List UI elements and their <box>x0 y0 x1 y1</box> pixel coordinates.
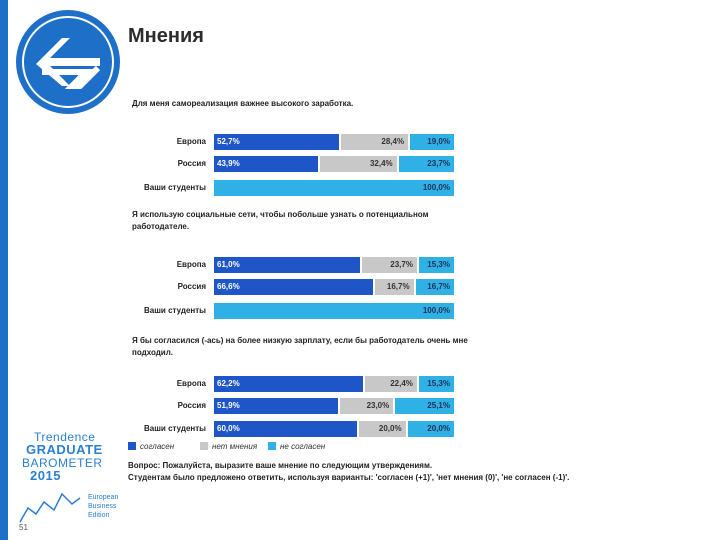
barometer-line-icon <box>19 492 81 523</box>
bar-segment-agree: 62,2% <box>214 376 363 392</box>
barometer-line-2: GRADUATE <box>26 442 103 457</box>
legend-swatch-agree <box>128 442 136 450</box>
bar-segment-neutral: 28,4% <box>341 134 409 150</box>
legend-label-agree: согласен <box>140 442 175 451</box>
legend-item-neutral: нет мнения <box>200 441 257 453</box>
bar-segment-agree: 51,9% <box>214 398 338 414</box>
legend-swatch-neutral <box>200 442 208 450</box>
category-label: Ваши студенты <box>144 306 206 315</box>
footnote-line-1: Вопрос: Пожалуйста, выразите ваше мнение… <box>128 461 433 470</box>
bar-segment-neutral: 32,4% <box>320 156 397 172</box>
chart-title-3: Я бы согласился (-ась) на более низкую з… <box>132 336 468 357</box>
category-label: Европа <box>176 137 206 146</box>
bar-segment-neutral: 16,7% <box>375 279 414 295</box>
footnote-line-2: Студентам было предложено ответить, испо… <box>128 473 570 482</box>
barometer-line-1: Trendence <box>34 430 96 444</box>
page-title: Мнения <box>128 25 204 47</box>
category-label: Европа <box>176 260 206 269</box>
chart-title-1: Для меня самореализация важнее высокого … <box>132 99 354 108</box>
bar-segment-disagree: 15,3% <box>418 376 454 392</box>
legend-label-disagree: не согласен <box>280 442 326 451</box>
bar-segment-agree: 61,0% <box>214 257 360 273</box>
bar-segment-neutral: 23,0% <box>339 398 394 414</box>
bar-segment-disagree: 25,1% <box>395 398 454 414</box>
arrows-logo-icon <box>16 10 120 114</box>
barometer-small-2: Business <box>88 503 117 510</box>
category-label: Россия <box>177 282 206 291</box>
bar-segment-neutral: 20,0% <box>359 421 406 437</box>
barometer-small-3: Edition <box>88 512 110 519</box>
category-label: Ваши студенты <box>144 424 206 433</box>
bar-segment-disagree: 23,7% <box>398 156 454 172</box>
chart-title-2: Я использую социальные сети, чтобы побол… <box>132 210 429 231</box>
barometer-line-3: BAROMETER <box>22 456 103 470</box>
bar-segment-neutral: 23,7% <box>361 257 417 273</box>
category-label: Европа <box>176 379 206 388</box>
bar-segment-agree: 52,7% <box>214 134 340 150</box>
bar-segment-disagree: 15,3% <box>418 257 454 273</box>
bar-segment-agree: 60,0% <box>214 421 358 437</box>
bar-segment-agree: 66,6% <box>214 279 374 295</box>
bar-segment-disagree: 19,0% <box>410 134 454 150</box>
legend-label-neutral: нет мнения <box>212 442 258 451</box>
bar-segment-disagree: 16,7% <box>415 279 454 295</box>
bar-segment-neutral: 22,4% <box>364 376 417 392</box>
barometer-small-1: European <box>88 494 119 501</box>
category-label: Ваши студенты <box>144 183 206 192</box>
barometer-line-4: 2015 <box>30 468 61 483</box>
bar-segment-disagree: 100,0% <box>214 303 454 319</box>
legend-swatch-disagree <box>268 442 276 450</box>
bar-segment-disagree: 100,0% <box>214 180 454 196</box>
bar-segment-disagree: 20,0% <box>407 421 454 437</box>
category-label: Россия <box>177 159 206 168</box>
sidebar-accent-strip <box>0 0 8 540</box>
bar-segment-agree: 43,9% <box>214 156 319 172</box>
page-number: 51 <box>19 523 28 532</box>
barometer-logo: Trendence GRADUATE BAROMETER 2015 Europe… <box>14 410 118 530</box>
legend-item-agree: согласен <box>128 441 174 453</box>
legend-item-disagree: не согласен <box>268 441 325 453</box>
category-label: Россия <box>177 401 206 410</box>
